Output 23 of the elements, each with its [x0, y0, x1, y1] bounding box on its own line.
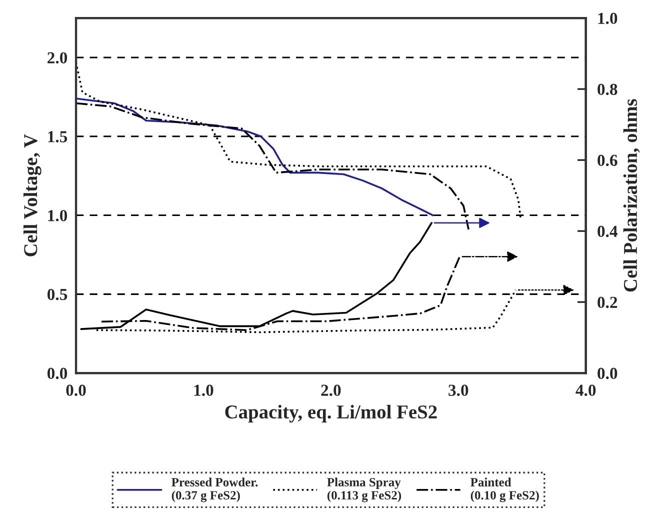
y-tick-label: 0.5: [47, 288, 68, 300]
x-tick-label: 3.0: [448, 384, 468, 396]
x-tick-label: 4.0: [576, 384, 596, 396]
y2-tick-label: 0.8: [598, 84, 618, 96]
x-axis-title: Capacity, eq. Li/mol FeS2: [225, 404, 437, 423]
y2-tick-label: 0.4: [598, 226, 618, 238]
y-tick-label: 2.0: [48, 52, 68, 64]
legend-label: Painted (0.10 g FeS2): [470, 478, 539, 502]
line-series: [76, 98, 434, 216]
x-tick-label: 2.0: [321, 384, 341, 396]
x-tick-label: 1.0: [194, 384, 214, 396]
y-tick-label: 1.0: [48, 210, 68, 222]
y2-axis-title: Cell Polarization, ohms: [623, 99, 640, 292]
y2-tick-label: 0.6: [598, 154, 618, 166]
y-axis-title: Cell Voltage, V: [24, 134, 42, 256]
y2-tick-label: 0.2: [598, 296, 618, 308]
y2-tick-label: 0.0: [598, 368, 618, 380]
y-tick-label: 1.5: [48, 131, 68, 142]
y-tick-label: 0.0: [47, 368, 68, 380]
legend-label: Plasma Spray (0.113 g FeS2): [327, 478, 402, 502]
x-tick-label: 0.0: [66, 384, 86, 396]
legend-label: Pressed Powder. (0.37 g FeS2): [172, 478, 258, 502]
y2-tick-label: 1.0: [598, 12, 618, 24]
